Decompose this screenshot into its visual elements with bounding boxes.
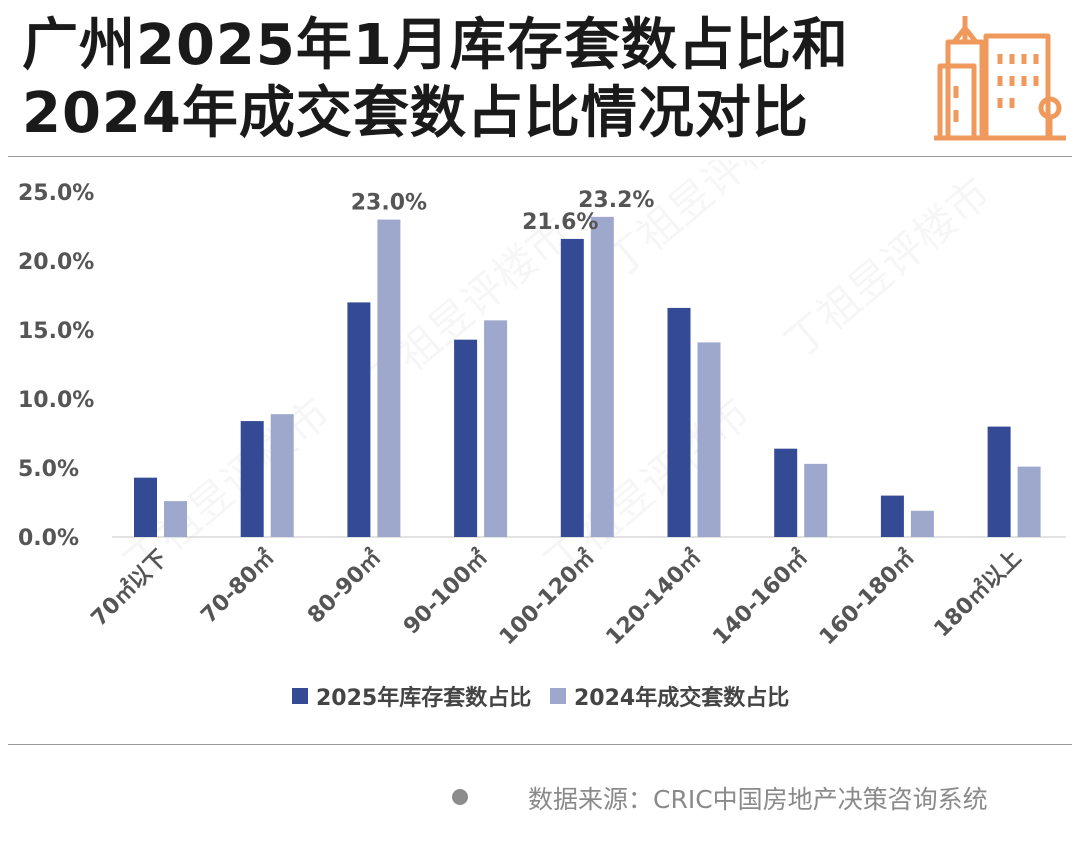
title-line-1: 广州2025年1月库存套数占比和 (22, 13, 849, 78)
bar-2024 (697, 342, 721, 537)
bar-2024 (804, 463, 828, 537)
bar-2025 (347, 302, 371, 537)
x-tick-label: 120-140㎡ (601, 545, 706, 650)
data-label: 23.2% (578, 188, 654, 213)
source-note: 数据来源：CRIC中国房地产决策咨询系统 (528, 785, 988, 814)
legend-label: 2024年成交套数占比 (574, 685, 789, 711)
bar-2025 (774, 448, 798, 537)
watermark-text: 丁祖昱评楼市 (595, 160, 820, 288)
y-tick-label: 20.0% (18, 250, 94, 275)
x-tick-label: 160-180㎡ (814, 545, 919, 650)
x-tick-label: 80-90㎡ (302, 545, 386, 629)
data-label: 23.0% (351, 191, 427, 216)
y-tick-label: 0.0% (18, 526, 79, 551)
bar-2024 (270, 414, 294, 537)
page-title: 广州2025年1月库存套数占比和 2024年成交套数占比情况对比 (22, 12, 849, 148)
top-divider (8, 156, 1072, 157)
city-buildings-icon (934, 16, 1066, 141)
x-tick-label: 90-100㎡ (398, 545, 493, 640)
footer-bullet (452, 789, 468, 805)
bar-2024 (164, 501, 187, 537)
bar-2024 (377, 219, 401, 537)
y-tick-label: 10.0% (18, 388, 94, 413)
bar-2024 (910, 510, 934, 537)
bar-2025 (667, 307, 691, 537)
bar-2025 (987, 426, 1011, 537)
bar-2025 (560, 238, 584, 538)
watermark-text: 丁祖昱评楼市 (775, 168, 1000, 368)
x-tick-label: 180㎡以上 (929, 545, 1027, 643)
bar-2024 (484, 320, 508, 537)
bar-2025 (240, 421, 264, 537)
x-tick-label: 70-80㎡ (196, 545, 280, 629)
bar-2025 (134, 477, 157, 537)
y-tick-label: 15.0% (18, 319, 94, 344)
data-label: 21.6% (522, 210, 598, 235)
y-tick-label: 5.0% (18, 457, 79, 482)
bar-2025 (454, 339, 478, 537)
x-tick-label: 140-160㎡ (708, 545, 813, 650)
legend-label: 2025年库存套数占比 (316, 685, 531, 711)
bar-2025 (880, 495, 904, 537)
legend-swatch (292, 688, 308, 704)
bottom-divider (8, 744, 1072, 745)
legend-swatch (550, 688, 566, 704)
bar-2024 (590, 216, 614, 537)
y-tick-label: 25.0% (18, 181, 94, 206)
title-line-2: 2024年成交套数占比情况对比 (22, 81, 809, 146)
bar-2024 (1017, 466, 1041, 537)
